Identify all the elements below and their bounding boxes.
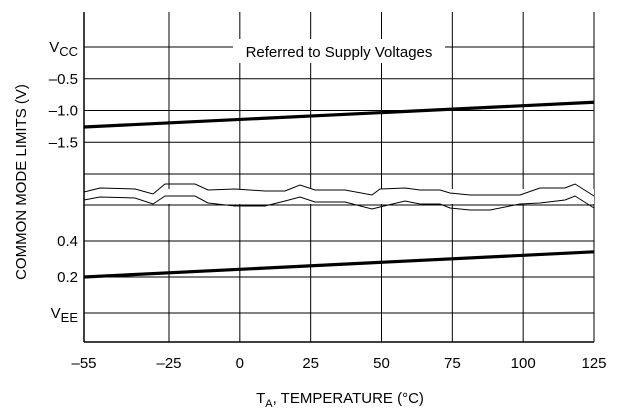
- axis-break-line: [83, 183, 595, 197]
- x-tick-label: –25: [156, 355, 181, 372]
- y-tick-label: 0.4: [57, 233, 78, 250]
- x-axis-title-rest: , TEMPERATURE (°C): [273, 390, 424, 407]
- y-tick-main: –1.5: [49, 134, 78, 151]
- y-tick-main: 0.4: [57, 233, 78, 250]
- y-tick-label: –1.5: [49, 134, 78, 151]
- axis-break-band: [85, 189, 594, 204]
- x-tick-label: 50: [373, 355, 390, 372]
- axis-break: [83, 183, 595, 211]
- x-tick-label: –55: [71, 355, 96, 372]
- x-axis-title-prefix: T: [256, 390, 265, 407]
- y-tick-label: VCC: [49, 39, 78, 59]
- x-tick-label: 25: [302, 355, 319, 372]
- series-group: [83, 100, 595, 279]
- x-tick-label: 0: [236, 355, 244, 372]
- y-tick-label: VEE: [51, 305, 79, 325]
- y-tick-sub: EE: [61, 310, 79, 325]
- y-tick-main: 0.2: [57, 269, 78, 286]
- y-tick-main: –0.5: [49, 71, 78, 88]
- series-line-upper: [83, 100, 595, 129]
- annotation-box: Referred to Supply Voltages: [233, 39, 445, 63]
- series-line-lower: [83, 250, 595, 279]
- x-tick-label: 125: [581, 355, 606, 372]
- annotation-text: Referred to Supply Voltages: [246, 44, 433, 61]
- y-tick-main: V: [49, 39, 59, 56]
- y-tick-main: –1.0: [49, 103, 78, 120]
- x-tick-label: 100: [511, 355, 536, 372]
- x-tick-label: 75: [444, 355, 461, 372]
- y-tick-label: –1.0: [49, 103, 78, 120]
- y-tick-label: 0.2: [57, 269, 78, 286]
- grid: [83, 12, 595, 342]
- x-axis-title-sub: A: [265, 398, 273, 410]
- y-axis-title: COMMON MODE LIMITS (V): [13, 84, 30, 280]
- y-tick-main: V: [51, 305, 61, 322]
- axis-break-line: [83, 195, 595, 211]
- plot-frame: [83, 12, 594, 343]
- y-tick-label: –0.5: [49, 71, 78, 88]
- x-tick-labels: –55 –25 0 25 50 75 100 125: [71, 355, 606, 372]
- y-tick-sub: CC: [59, 44, 78, 59]
- x-axis-title: TA, TEMPERATURE (°C): [256, 390, 424, 410]
